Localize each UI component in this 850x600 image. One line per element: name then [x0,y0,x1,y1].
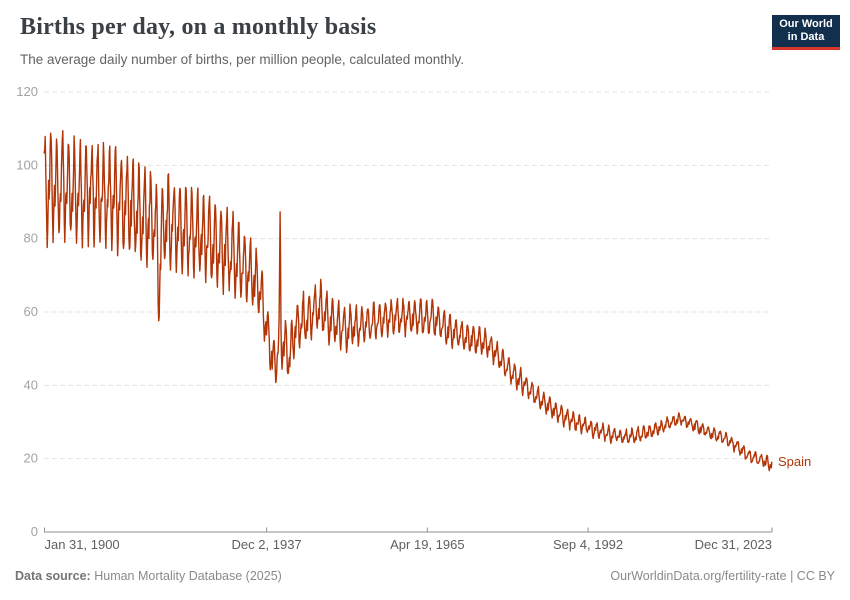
y-axis-label-40: 40 [24,377,38,392]
y-axis-label-120: 120 [16,84,38,99]
credit-link[interactable]: OurWorldinData.org/fertility-rate | CC B… [610,569,835,583]
y-axis-label-0: 0 [31,524,38,539]
owid-logo[interactable]: Our World in Data [772,15,840,50]
y-axis-label-100: 100 [16,157,38,172]
data-source-note: Data source: Human Mortality Database (2… [15,569,282,583]
x-axis-label-1: Dec 2, 1937 [232,537,302,552]
x-axis-label-0: Jan 31, 1900 [44,537,119,552]
x-axis-label-2: Apr 19, 1965 [390,537,464,552]
chart-footer: Data source: Human Mortality Database (2… [0,566,850,590]
chart-title: Births per day, on a monthly basis [20,14,377,40]
owid-logo-line1: Our World [779,18,833,30]
data-source-value: Human Mortality Database (2025) [94,569,282,583]
series-label-spain[interactable]: Spain [778,454,811,469]
x-axis-label-4: Dec 31, 2023 [695,537,772,552]
x-axis-label-3: Sep 4, 1992 [553,537,623,552]
spain-line-series[interactable] [43,130,773,472]
y-axis-label-80: 80 [24,231,38,246]
owid-logo-line2: in Data [787,31,825,43]
y-axis-label-20: 20 [24,451,38,466]
data-source-label: Data source: [15,569,91,583]
y-axis-label-60: 60 [24,304,38,319]
chart-subtitle: The average daily number of births, per … [20,52,464,67]
